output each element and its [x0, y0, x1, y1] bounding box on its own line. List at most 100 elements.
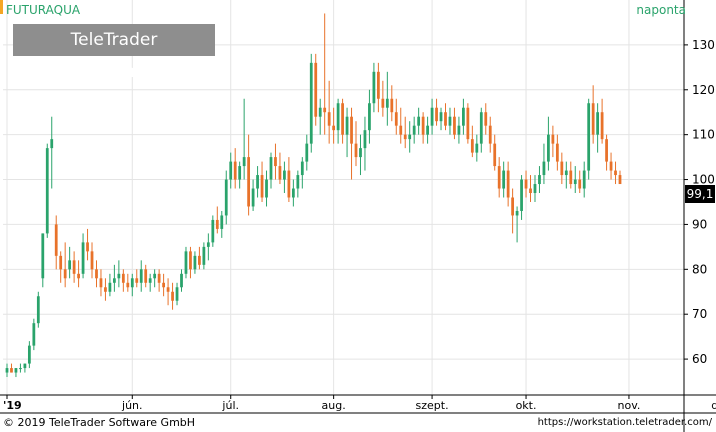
candle-body: [90, 251, 94, 270]
candle-body: [162, 282, 165, 288]
x-tick-label: nov.: [618, 399, 641, 412]
y-tick-label: 110: [692, 128, 715, 142]
y-tick-label: 100: [692, 173, 715, 187]
candle-body: [81, 242, 85, 274]
candle-body: [99, 278, 103, 288]
candle-body: [547, 134, 550, 162]
candle-body: [394, 112, 398, 126]
candle-body: [27, 345, 31, 364]
candle-body: [139, 269, 143, 283]
candle-body: [529, 188, 532, 194]
candle-body: [488, 125, 492, 144]
y-tick-label: 120: [692, 83, 715, 97]
candle-body: [578, 179, 582, 189]
candle-body: [180, 273, 183, 288]
candle-body: [287, 170, 291, 198]
candle-body: [291, 188, 295, 198]
candle-body: [300, 161, 304, 176]
y-tick-label: 80: [692, 262, 707, 276]
candle-body: [41, 233, 45, 279]
candle-body: [403, 134, 407, 140]
copyright-text: © 2019 TeleTrader Software GmbH: [3, 416, 196, 429]
candle-body: [453, 116, 456, 135]
candle-body: [381, 98, 385, 108]
candle-body: [260, 175, 264, 198]
candle-body: [439, 112, 443, 122]
candle-body: [497, 166, 501, 189]
footer-url-link[interactable]: https://workstation.teletrader.com/: [537, 417, 712, 428]
y-tick-label: 60: [692, 352, 707, 366]
candle-body: [19, 368, 22, 370]
candle-body: [189, 251, 192, 270]
candle-body: [269, 157, 273, 180]
candle-body: [475, 143, 479, 153]
candle-body: [376, 71, 380, 99]
candle-body: [560, 161, 564, 176]
candle-body: [117, 273, 121, 279]
candle-body: [569, 170, 573, 185]
candle-body: [538, 175, 541, 185]
candle-body: [542, 161, 546, 176]
candle-body: [314, 62, 318, 117]
candle-body: [372, 71, 376, 104]
last-value-badge: 99,1: [685, 185, 715, 203]
candle-body: [157, 273, 161, 283]
candle-body: [247, 157, 251, 207]
candle-body: [596, 112, 600, 135]
candle-body: [126, 282, 130, 288]
candle-body: [430, 107, 434, 126]
candle-body: [390, 98, 394, 113]
x-tick-label: dec.: [711, 399, 716, 412]
candle-body: [466, 107, 470, 140]
candle-body: [520, 179, 523, 211]
candle-body: [551, 134, 555, 144]
candle-body: [278, 166, 282, 180]
candle-body: [493, 143, 497, 167]
candle-body: [309, 62, 313, 144]
watermark-logo: TeleTrader WorkStation: [13, 24, 215, 82]
candle-body: [202, 246, 206, 265]
watermark-part1: TeleTrader: [70, 30, 158, 50]
symbol-label: FUTURAQUA: [6, 3, 81, 17]
candle-body: [63, 269, 67, 279]
candle-body: [587, 103, 591, 171]
candle-body: [108, 282, 112, 292]
candle-body: [206, 242, 210, 247]
candle-body: [359, 148, 362, 158]
candle-body: [614, 170, 617, 176]
candle-body: [198, 255, 201, 265]
candle-body: [242, 157, 246, 167]
y-tick-label: 130: [692, 38, 715, 52]
candle-body: [609, 161, 613, 171]
candle-body: [175, 287, 179, 301]
candle-body: [193, 255, 197, 270]
candle-body: [238, 166, 242, 180]
candle-body: [220, 215, 224, 229]
candle-body: [45, 148, 49, 234]
candle-body: [112, 278, 116, 283]
candle-body: [251, 188, 255, 207]
candle-body: [564, 170, 568, 176]
x-tick-label: júl.: [221, 399, 239, 412]
candlestick-series: [5, 13, 622, 378]
candle-body: [95, 269, 98, 279]
x-axis-ticks: '19 jún. júl. aug. szept. okt. nov. dec.: [3, 395, 716, 412]
candle-body: [233, 161, 237, 180]
candle-body: [283, 170, 286, 180]
watermark-part2: WorkStation: [54, 62, 174, 82]
candle-body: [385, 98, 389, 108]
candle-body: [148, 278, 152, 283]
period-label: naponta: [636, 3, 686, 17]
candle-body: [77, 273, 80, 279]
candle-body: [296, 175, 300, 189]
candle-body: [354, 143, 358, 158]
candle-body: [462, 107, 465, 126]
candle-body: [363, 130, 367, 149]
candle-body: [511, 197, 515, 216]
candle-body: [412, 125, 416, 135]
candle-body: [10, 368, 13, 373]
x-tick-label: '19: [3, 399, 22, 412]
candle-body: [524, 179, 528, 189]
candle-body: [184, 251, 188, 274]
